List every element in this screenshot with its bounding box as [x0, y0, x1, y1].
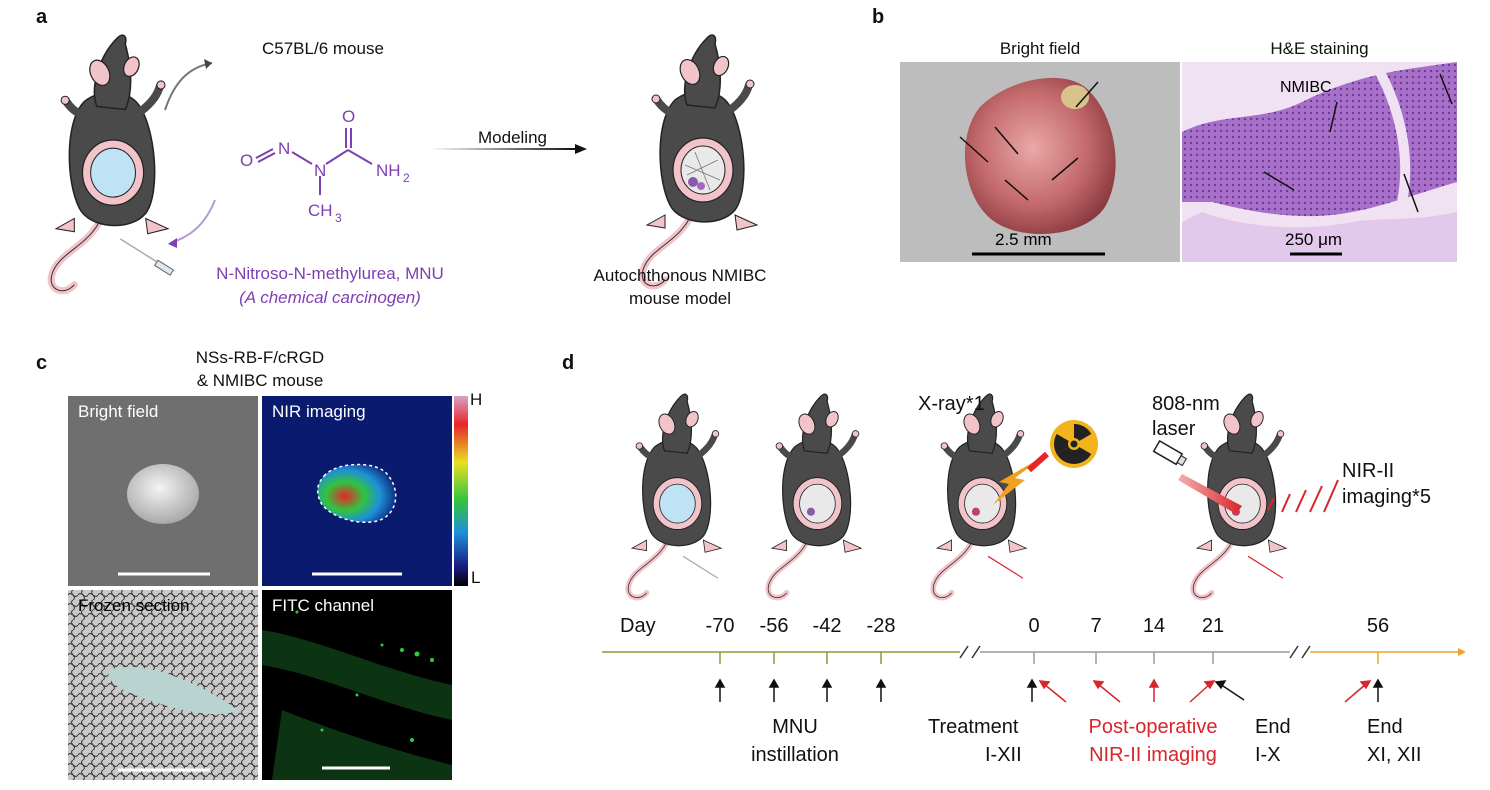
c-bright-field-label: Bright field [78, 402, 159, 421]
laser-label-line2: laser [1152, 418, 1196, 440]
panel-label-d: d [562, 352, 575, 374]
panel-label-c: c [36, 352, 48, 374]
chem-atom-n1: N [278, 139, 290, 158]
mnu-instillation-line2: instillation [751, 744, 839, 766]
c-frozen-label: Frozen section [78, 596, 190, 615]
curved-arrow-top [164, 59, 213, 111]
treatment-line1: Treatment [928, 716, 1019, 738]
mouse-healthy-illustration [40, 30, 175, 300]
panel-label-a: a [36, 6, 48, 28]
chem-ch3-subscript: 3 [335, 211, 342, 225]
laser-label-line1: 808-nm [1152, 393, 1220, 415]
d-mouse-1 [610, 390, 740, 605]
day-56: 56 [1366, 615, 1390, 637]
day-minus-70: -70 [705, 615, 735, 637]
panel-label-b: b [872, 6, 885, 28]
bf-scale-label: 2.5 mm [995, 230, 1052, 249]
model-title-line2: mouse model [628, 289, 732, 308]
treatment-line2: I-XII [985, 744, 1022, 766]
xray-label: X-ray*1 [918, 393, 985, 415]
day-minus-56: -56 [759, 615, 789, 637]
mnu-instillation-line1: MNU [772, 716, 818, 738]
chem-nh2-subscript: 2 [403, 171, 410, 185]
day-21: 21 [1201, 615, 1225, 637]
c-nir-image [262, 396, 452, 586]
c-fitc-label: FITC channel [272, 596, 375, 615]
c-fitc-image [262, 590, 452, 780]
end-1-line2: I-X [1255, 744, 1281, 766]
post-operative-line2: NIR-II imaging [1089, 744, 1217, 766]
day-7: 7 [1090, 615, 1102, 637]
modeling-label: Modeling [478, 128, 547, 147]
chem-atom-n2: N [314, 161, 326, 180]
end-1-line1: End [1255, 716, 1291, 738]
he-staining-title: H&E staining [1270, 39, 1369, 58]
nir-emission-lines [1267, 479, 1339, 513]
c-frozen-section-image [68, 590, 258, 780]
laser-pointer-icon [1152, 440, 1242, 514]
modeling-arrow [430, 144, 587, 154]
bright-field-image: 2.5 mm [900, 62, 1180, 262]
chem-ch3: CH [308, 201, 333, 220]
mouse-nmibc-illustration [630, 30, 770, 295]
timeline-day-label: Day [620, 615, 656, 637]
he-scale-label: 250 μm [1285, 230, 1342, 249]
compound-name: N-Nitroso-N-methylurea, MNU [216, 264, 444, 283]
he-nmibc-label: NMIBC [1280, 79, 1332, 96]
model-title-line1: Autochthonous NMIBC [593, 266, 767, 285]
end-2-line2: XI, XII [1367, 744, 1422, 766]
panel-c-title-line2: & NMIBC mouse [196, 371, 324, 390]
bright-field-title: Bright field [999, 39, 1081, 58]
chem-atom-o-left: O [240, 151, 253, 170]
c-nir-label: NIR imaging [272, 402, 366, 421]
end-2-line1: End [1367, 716, 1403, 738]
post-operative-line1: Post-operative [1088, 716, 1218, 738]
nir-ii-label-line1: NIR-II [1342, 460, 1395, 482]
he-staining-image: NMIBC 250 μm [1182, 62, 1457, 262]
panel-c-title-line1: NSs-RB-F/cRGD [195, 348, 325, 367]
xray-beam-icon [993, 451, 1049, 505]
mouse-strain-label: C57BL/6 mouse [262, 39, 384, 58]
nir-ii-label-line2: imaging*5 [1342, 486, 1431, 508]
chem-nh2: NH [376, 161, 401, 180]
day-minus-28: -28 [866, 615, 896, 637]
chem-atom-o-top: O [342, 107, 355, 126]
radiation-icon [1050, 420, 1098, 468]
curved-arrow-bottom [168, 199, 216, 248]
c-color-scale-bar [454, 396, 468, 586]
d-mouse-3 [915, 390, 1045, 605]
day-14: 14 [1142, 615, 1166, 637]
c-scale-high: H [470, 390, 483, 409]
mnu-chemical-structure: O N N O NH 2 CH 3 [240, 107, 410, 225]
d-mouse-2 [750, 390, 880, 605]
compound-description: (A chemical carcinogen) [239, 288, 421, 307]
timeline-axis [602, 645, 1466, 703]
c-bright-field-image [68, 396, 258, 586]
day-minus-42: -42 [812, 615, 842, 637]
c-scale-low: L [471, 568, 481, 587]
day-0: 0 [1028, 615, 1040, 637]
